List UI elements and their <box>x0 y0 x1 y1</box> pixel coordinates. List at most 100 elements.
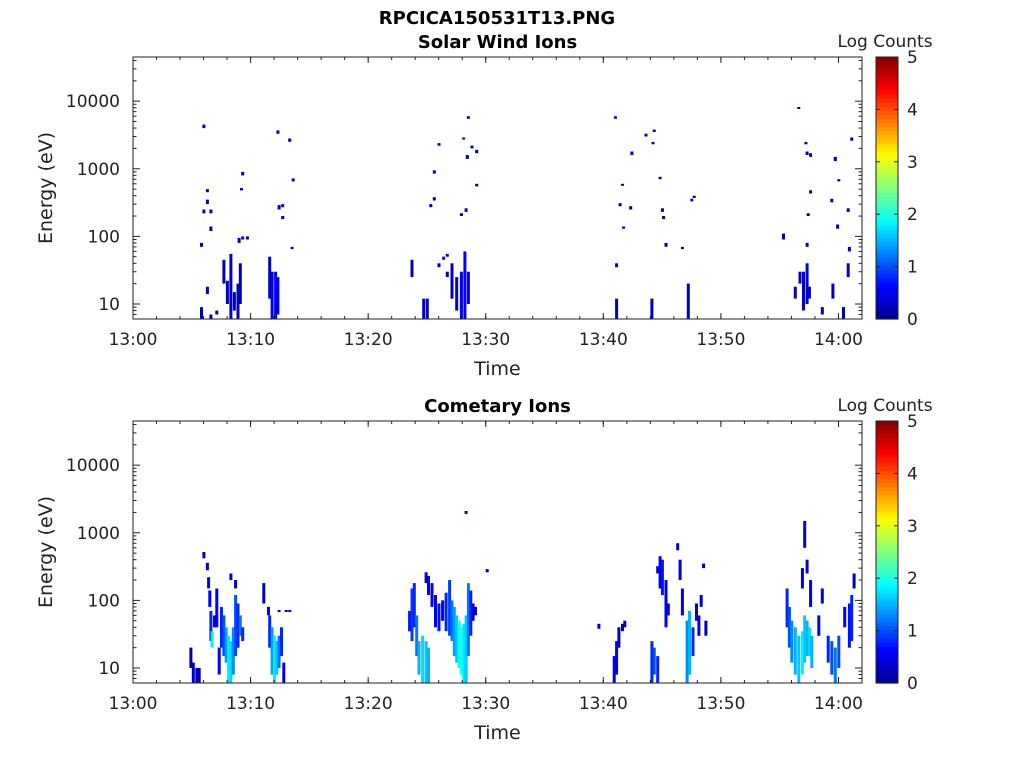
heatmap-cell <box>195 668 199 683</box>
colorbar-segment <box>876 269 898 275</box>
heatmap-cell <box>475 183 479 187</box>
y-tick-label: 10000 <box>66 456 120 476</box>
heatmap-cell <box>270 627 274 675</box>
colorbar-segment <box>876 73 898 79</box>
heatmap-cell <box>622 226 626 229</box>
colorbar-segment <box>876 502 898 508</box>
colorbar-segment <box>876 171 898 177</box>
colorbar-segment <box>876 433 898 438</box>
heatmap-cell <box>459 627 463 675</box>
heatmap-cell <box>220 606 223 648</box>
colorbar-segment <box>876 592 898 598</box>
x-tick-label: 13:50 <box>696 694 745 714</box>
heatmap-cell <box>678 559 682 581</box>
x-tick-label: 13:30 <box>461 330 510 350</box>
heatmap-cell <box>846 263 850 278</box>
heatmap-cell <box>692 195 696 198</box>
colorbar-segment <box>876 674 898 680</box>
colorbar-segment <box>876 617 898 623</box>
heatmap-cell <box>803 520 807 548</box>
colorbar-segment <box>876 93 898 99</box>
heatmap-cell <box>666 603 670 616</box>
colorbar-tick-label: 2 <box>907 205 918 225</box>
heatmap-cell <box>690 198 694 202</box>
heatmap-cell <box>209 314 213 319</box>
heatmap-cell <box>459 213 463 216</box>
heatmap-cell <box>205 199 209 205</box>
heatmap-cell <box>241 236 245 240</box>
colorbar-segment <box>876 613 898 619</box>
colorbar-tick-label: 1 <box>907 622 918 642</box>
heatmap-cell <box>621 183 624 186</box>
heatmap-cell <box>205 562 209 571</box>
heatmap-cell <box>615 641 619 675</box>
colorbar-segment <box>876 179 898 185</box>
y-tick-label: 100 <box>88 591 120 611</box>
heatmap-cell <box>806 213 810 216</box>
heatmap-cell <box>267 606 270 616</box>
colorbar-segment <box>876 621 898 627</box>
colorbar-segment <box>876 637 898 643</box>
colorbar-segment <box>876 159 898 165</box>
heatmap-cell <box>444 592 448 632</box>
colorbar-segment <box>876 130 898 136</box>
heatmap-cell <box>215 588 219 628</box>
heatmap-cell <box>809 190 813 194</box>
heatmap-cell <box>410 588 414 642</box>
heatmap-cell <box>790 620 794 663</box>
heatmap-cell <box>213 615 216 628</box>
heatmap-cell <box>826 635 830 663</box>
y-axis-label: Energy (eV) <box>35 132 57 244</box>
heatmap-cell <box>205 286 209 295</box>
x-tick-label: 13:10 <box>226 330 275 350</box>
heatmap-cell <box>798 271 802 284</box>
y-tick-label: 10000 <box>66 92 120 112</box>
heatmap-cell <box>664 580 668 628</box>
heatmap-cell <box>652 129 656 132</box>
colorbar-segment <box>876 167 898 173</box>
colorbar-segment <box>876 662 898 668</box>
heatmap-cell <box>276 130 280 134</box>
x-tick-label: 13:40 <box>579 694 628 714</box>
heatmap-cell <box>437 603 441 632</box>
colorbar-segment <box>876 449 898 455</box>
heatmap-cell <box>850 595 854 642</box>
heatmap-cell <box>200 242 203 247</box>
colorbar-segment <box>876 515 898 520</box>
x-tick-label: 14:00 <box>814 330 863 350</box>
heatmap-cell <box>800 568 804 589</box>
colorbar-tick-label: 4 <box>907 100 918 120</box>
colorbar-segment <box>876 584 898 590</box>
heatmap-cell <box>680 588 684 616</box>
colorbar-segment <box>876 466 898 471</box>
colorbar-segment <box>876 678 898 684</box>
heatmap-cell <box>650 298 654 319</box>
colorbar-segment <box>876 654 898 660</box>
heatmap-cell <box>202 124 206 129</box>
plot-area <box>132 56 863 320</box>
heatmap-cell <box>804 141 808 145</box>
heatmap-cell <box>455 615 459 663</box>
heatmap-cell <box>227 635 231 683</box>
heatmap-cell <box>229 253 233 319</box>
heatmap-cell <box>805 263 809 304</box>
colorbar-segment <box>876 97 898 103</box>
colorbar-segment <box>876 249 898 255</box>
colorbar-segment <box>876 547 898 553</box>
heatmap-cell <box>686 283 690 319</box>
heatmap-cell <box>656 656 660 683</box>
y-tick-label: 10 <box>98 295 120 315</box>
heatmap-cell <box>275 641 279 675</box>
heatmap-cell <box>425 298 429 319</box>
x-tick-label: 13:20 <box>344 330 393 350</box>
colorbar-segment <box>876 543 898 549</box>
colorbar-segment <box>876 126 898 132</box>
heatmap-cell <box>281 204 285 208</box>
colorbar-segment <box>876 437 898 443</box>
plot-area <box>132 420 863 684</box>
heatmap-cell <box>466 583 470 657</box>
heatmap-cell <box>237 237 241 243</box>
heatmap-cell <box>450 263 454 299</box>
heatmap-cell <box>238 615 242 636</box>
